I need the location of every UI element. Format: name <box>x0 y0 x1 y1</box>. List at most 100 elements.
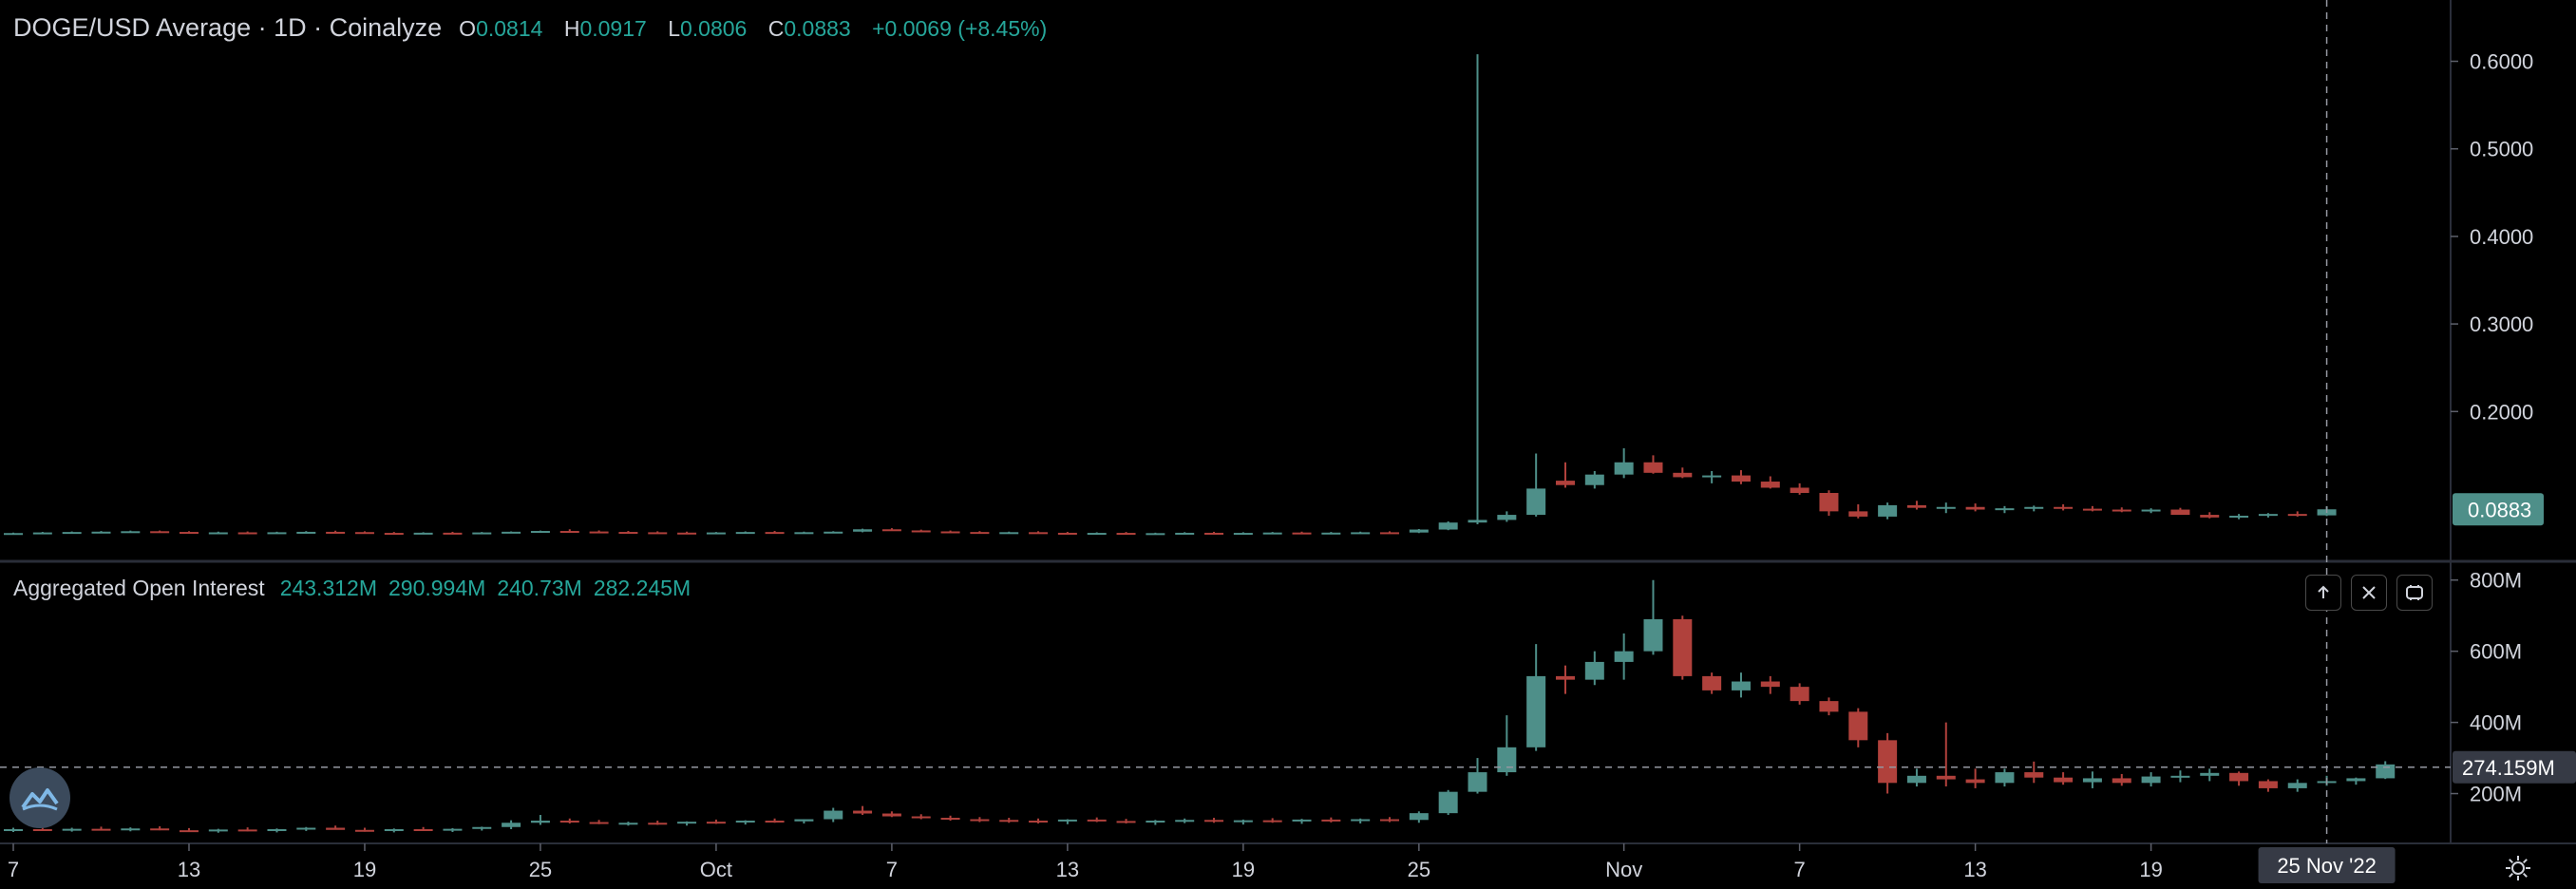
price-candle-body[interactable] <box>1936 506 1956 509</box>
oi-candle-body[interactable] <box>1409 813 1429 821</box>
price-candle-body[interactable] <box>1409 529 1429 533</box>
oi-candle-body[interactable] <box>1526 675 1546 747</box>
oi-candle-body[interactable] <box>296 827 316 830</box>
oi-candle-body[interactable] <box>940 818 960 821</box>
oi-candle-body[interactable] <box>91 828 111 831</box>
price-candle-body[interactable] <box>150 531 170 534</box>
price-candle-body[interactable] <box>530 531 550 534</box>
oi-candle-body[interactable] <box>1848 711 1868 741</box>
oi-candle-body[interactable] <box>1057 819 1077 822</box>
oi-candle-body[interactable] <box>2141 776 2161 784</box>
price-candle-body[interactable] <box>1292 532 1312 535</box>
price-candle-body[interactable] <box>296 531 316 534</box>
oi-candle-body[interactable] <box>1029 821 1049 823</box>
price-candle-body[interactable] <box>384 533 404 536</box>
oi-candle-body[interactable] <box>1262 820 1282 823</box>
oi-candle-body[interactable] <box>1731 681 1751 690</box>
oi-candle-body[interactable] <box>2112 778 2131 784</box>
price-candle-body[interactable] <box>1906 504 1926 508</box>
oi-candle-body[interactable] <box>970 819 990 822</box>
price-candle-body[interactable] <box>765 532 785 535</box>
price-candle-body[interactable] <box>1146 533 1165 536</box>
oi-candle-body[interactable] <box>2346 778 2366 782</box>
oi-candle-body[interactable] <box>1555 675 1575 680</box>
oi-candle-body[interactable] <box>4 829 23 832</box>
oi-candle-body[interactable] <box>2376 764 2396 779</box>
oi-candle-body[interactable] <box>794 819 814 822</box>
oi-candle-body[interactable] <box>237 829 257 832</box>
price-candle-body[interactable] <box>824 531 843 534</box>
price-candle-body[interactable] <box>62 532 82 535</box>
oi-candle-body[interactable] <box>502 823 521 827</box>
oi-candle-body[interactable] <box>1760 681 1780 688</box>
oi-candle-body[interactable] <box>2054 777 2074 783</box>
price-candle-body[interactable] <box>1819 493 1839 512</box>
price-candle-body[interactable] <box>911 530 931 533</box>
price-candle-body[interactable] <box>2258 514 2278 517</box>
oi-candle-body[interactable] <box>1936 775 1956 780</box>
oi-candle-body[interactable] <box>1643 618 1663 652</box>
oi-candle-body[interactable] <box>999 820 1019 823</box>
price-candle-body[interactable] <box>559 531 579 534</box>
price-candle-body[interactable] <box>2112 509 2131 512</box>
price-candle-body[interactable] <box>1995 508 2015 511</box>
oi-candle-body[interactable] <box>677 822 697 824</box>
price-candle-body[interactable] <box>1848 511 1868 517</box>
price-candle-body[interactable] <box>2024 506 2044 509</box>
price-candle-body[interactable] <box>1584 474 1604 485</box>
oi-candle-body[interactable] <box>1614 651 1634 662</box>
price-candle-body[interactable] <box>32 532 52 535</box>
price-candle-body[interactable] <box>1614 462 1634 475</box>
price-candle-body[interactable] <box>121 531 141 534</box>
oi-candle-body[interactable] <box>443 828 463 831</box>
price-candle-body[interactable] <box>179 532 199 535</box>
oi-candle-body[interactable] <box>648 823 668 825</box>
price-candle-body[interactable] <box>1057 532 1077 535</box>
price-candle-body[interactable] <box>735 532 755 535</box>
price-candle-body[interactable] <box>1702 475 1722 478</box>
oi-candle-body[interactable] <box>853 810 873 814</box>
oi-candle-body[interactable] <box>1965 779 1985 784</box>
oi-candle-body[interactable] <box>2258 781 2278 788</box>
price-candle-body[interactable] <box>472 532 492 535</box>
price-candle-body[interactable] <box>970 532 990 535</box>
oi-candle-body[interactable] <box>530 821 550 823</box>
price-candle-body[interactable] <box>881 529 901 532</box>
oi-candle-body[interactable] <box>1292 819 1312 822</box>
oi-candle-body[interactable] <box>2200 772 2220 776</box>
price-candle-body[interactable] <box>413 532 433 535</box>
price-candle-body[interactable] <box>1116 533 1136 536</box>
oi-candle-body[interactable] <box>1116 821 1136 823</box>
oi-candle-body[interactable] <box>1321 819 1341 822</box>
oi-candle-body[interactable] <box>179 830 199 833</box>
price-candle-body[interactable] <box>1233 533 1253 536</box>
oi-candle-body[interactable] <box>824 810 843 820</box>
price-candle-body[interactable] <box>1878 504 1898 517</box>
oi-candle-body[interactable] <box>2024 772 2044 778</box>
oi-candle-body[interactable] <box>1351 819 1371 822</box>
price-candle-body[interactable] <box>1643 462 1663 473</box>
price-candle-body[interactable] <box>2054 506 2074 509</box>
price-candle-body[interactable] <box>1380 532 1400 535</box>
oi-candle-body[interactable] <box>881 813 901 817</box>
price-candle-body[interactable] <box>2082 508 2102 511</box>
price-candle-body[interactable] <box>1321 532 1341 535</box>
oi-candle-body[interactable] <box>1380 819 1400 822</box>
price-candle-body[interactable] <box>1175 532 1195 535</box>
maximize-pane-button[interactable] <box>2396 575 2433 611</box>
oi-candle-body[interactable] <box>559 821 579 823</box>
price-candle-body[interactable] <box>2141 509 2161 512</box>
oi-candle-body[interactable] <box>1819 701 1839 712</box>
price-candle-body[interactable] <box>999 532 1019 535</box>
oi-candle-body[interactable] <box>1468 772 1487 792</box>
coinalyze-logo[interactable] <box>9 767 70 828</box>
price-candle-body[interactable] <box>1526 488 1546 516</box>
oi-candle-body[interactable] <box>1673 618 1693 676</box>
oi-candle-body[interactable] <box>2229 772 2249 782</box>
price-candle-body[interactable] <box>1731 475 1751 482</box>
oi-candle-body[interactable] <box>32 829 52 832</box>
oi-candle-body[interactable] <box>1702 675 1722 690</box>
oi-candle-body[interactable] <box>618 823 638 825</box>
price-candle-body[interactable] <box>2229 515 2249 518</box>
